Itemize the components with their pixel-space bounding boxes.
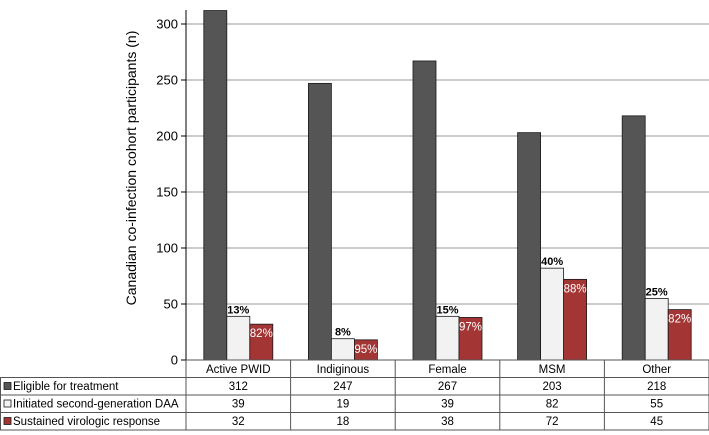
y-tick-label: 50: [164, 297, 178, 312]
bar-annotation: 25%: [646, 286, 668, 298]
table-cell: 38: [441, 416, 454, 428]
bar-annotation: 82%: [668, 314, 691, 326]
bar: [330, 338, 355, 361]
axes: 0 50 100 150 200 250 300: [156, 10, 187, 368]
bar-annotation: 97%: [459, 321, 482, 333]
table-cell: 32: [232, 416, 245, 428]
legend-swatch: [3, 382, 12, 390]
y-axis-label: Canadian co-infection cohort participant…: [123, 31, 139, 306]
data-table: Active PWID Indiginous Female MSM Other Eligi…: [0, 359, 709, 431]
y-tick-label: 200: [156, 129, 178, 144]
bar-annotations: 13%82% 8%95%15%97%40%88% 25%82%: [227, 256, 691, 356]
bar-annotation: 82%: [250, 328, 273, 340]
x-tick-label: Active PWID: [206, 364, 271, 376]
table-cell: 218: [647, 381, 666, 393]
table-cell: 19: [337, 399, 350, 411]
bar-annotation: 15%: [436, 304, 458, 316]
bar: [435, 315, 460, 361]
y-tick-label: 150: [156, 185, 178, 200]
legend-label: Eligible for treatment: [13, 381, 119, 393]
legend-swatch: [3, 417, 12, 425]
bar: [203, 10, 228, 361]
bar: [307, 82, 332, 361]
table-cell: 72: [546, 416, 559, 428]
bar: [540, 267, 564, 361]
x-tick-label: MSM: [539, 364, 566, 376]
bar-annotation: 95%: [354, 344, 377, 356]
bar: [621, 115, 646, 361]
table-cell: 55: [650, 399, 663, 411]
legend-swatch: [3, 399, 12, 408]
y-tick-label: 300: [156, 17, 178, 32]
table-cell: 267: [438, 381, 457, 393]
table-cell: 247: [333, 381, 352, 393]
bars: [203, 10, 692, 361]
table-cell: 18: [337, 416, 350, 428]
y-tick-label: 0: [171, 353, 178, 368]
bar-annotation: 88%: [564, 283, 587, 295]
y-tick-label: 100: [156, 241, 178, 256]
bar: [644, 297, 669, 361]
legend-label: Initiated second-generation DAA: [13, 399, 179, 411]
bar-annotation: 40%: [541, 256, 563, 268]
table-cell: 45: [650, 416, 663, 428]
bar: [412, 60, 437, 361]
bar: [226, 315, 251, 361]
x-tick-label: Female: [428, 364, 466, 376]
x-tick-label: Other: [642, 364, 671, 376]
table-cell: 203: [543, 381, 562, 393]
legend-label: Sustained virologic response: [13, 416, 160, 428]
table-cell: 39: [232, 399, 245, 411]
bar-annotation: 8%: [335, 327, 351, 339]
bar-annotation: 13%: [227, 304, 249, 316]
x-tick-label: Indiginous: [317, 364, 370, 376]
table-cell: 312: [229, 381, 248, 393]
table-cell: 39: [441, 399, 454, 411]
y-tick-label: 250: [156, 73, 178, 88]
table-cell: 82: [546, 399, 559, 411]
bar: [517, 132, 541, 361]
